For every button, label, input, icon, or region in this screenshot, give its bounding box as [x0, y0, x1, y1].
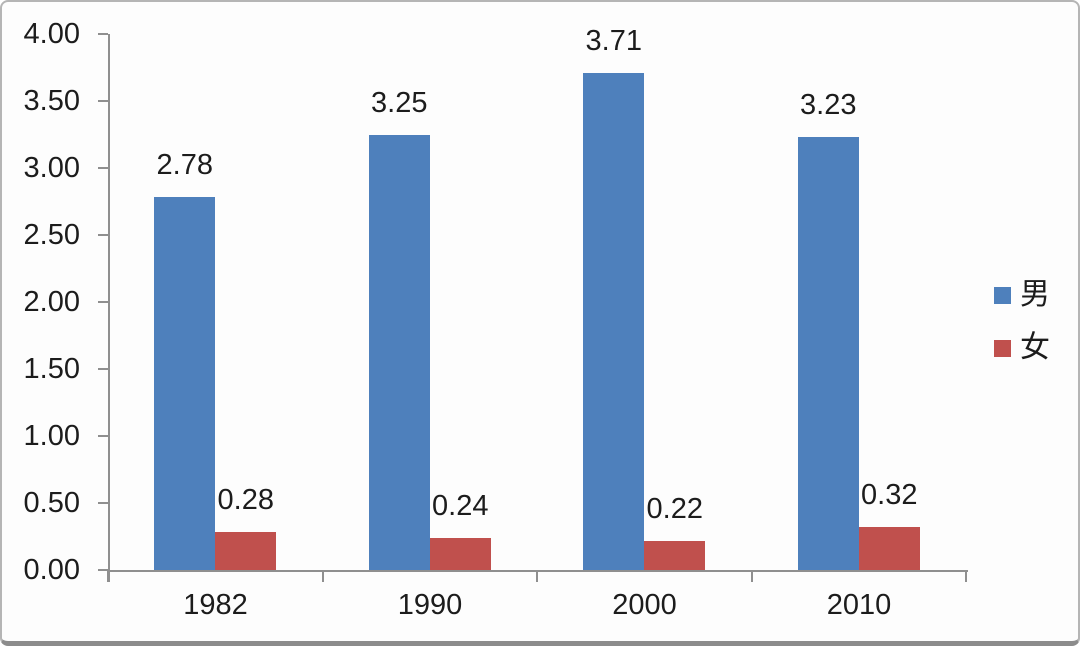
- legend-swatch-female: [994, 339, 1011, 357]
- x-axis-tick: [107, 570, 109, 582]
- y-axis-tick-label: 0.00: [23, 554, 80, 586]
- bar-female-1990: [429, 537, 491, 570]
- x-axis-line: [108, 570, 968, 572]
- y-axis-tick-label: 2.00: [23, 286, 80, 318]
- y-axis-labels: 0.00 0.50 1.00 1.50 2.00 2.50 3.00 3.50 4.00: [2, 18, 90, 586]
- y-axis-tick: [98, 502, 108, 504]
- legend-label: 女: [1020, 331, 1050, 364]
- x-axis-tick: [965, 570, 967, 582]
- bar-male-2010: [797, 137, 859, 570]
- bar-value-label: 0.22: [646, 492, 703, 525]
- bar-value-label: 2.78: [156, 149, 213, 182]
- x-axis-label: 2010: [826, 589, 892, 621]
- y-axis-tick: [98, 435, 108, 437]
- legend-label: 男: [1020, 278, 1050, 311]
- bar-male-2000: [583, 72, 645, 570]
- bar-female-1982: [215, 532, 277, 570]
- bar-value-label: 0.24: [432, 489, 489, 522]
- y-axis-tick: [98, 33, 108, 35]
- y-axis-tick-label: 3.50: [23, 85, 80, 117]
- y-axis-tick: [98, 100, 108, 102]
- x-axis-tick: [750, 570, 753, 582]
- legend-item-female: 女: [994, 331, 1050, 365]
- bar-female-2010: [858, 527, 920, 570]
- y-axis-tick: [98, 368, 108, 370]
- x-axis-label: 1982: [183, 589, 248, 621]
- bar-female-2000: [644, 540, 706, 570]
- y-axis-tick: [98, 234, 108, 236]
- x-axis-tick: [536, 570, 538, 582]
- x-axis-label: 1990: [397, 589, 463, 621]
- bar-value-label: 0.32: [861, 479, 918, 512]
- bar-male-1990: [368, 134, 430, 570]
- y-axis-tick-label: 1.50: [23, 353, 80, 385]
- y-axis-line: [108, 34, 110, 582]
- legend-swatch-male: [994, 286, 1011, 304]
- y-axis-tick-label: 3.00: [23, 152, 80, 184]
- bar-male-1982: [154, 197, 216, 570]
- plot-area: 2.78 0.28 3.25 0.24 3.71 0.22 3.23 0.32: [98, 25, 968, 582]
- y-axis-tick-label: 1.00: [23, 420, 80, 452]
- legend-item-male: 男: [994, 278, 1050, 312]
- x-axis-labels: 1982 1990 2000 2010: [108, 588, 966, 624]
- y-axis-tick-label: 2.50: [23, 219, 80, 251]
- y-axis-tick: [98, 301, 108, 303]
- bar-value-label: 3.25: [371, 86, 428, 119]
- bar-value-label: 0.28: [217, 484, 274, 517]
- x-axis-tick: [321, 570, 324, 582]
- y-axis-tick-label: 4.00: [23, 18, 80, 50]
- legend: 男女: [994, 278, 1050, 365]
- x-axis-label: 2000: [612, 589, 677, 621]
- y-axis-tick: [98, 569, 108, 571]
- bar-value-label: 3.71: [585, 24, 642, 57]
- bar-value-label: 3.23: [800, 89, 857, 122]
- y-axis-tick-label: 0.50: [23, 487, 80, 519]
- y-axis-tick: [98, 167, 108, 169]
